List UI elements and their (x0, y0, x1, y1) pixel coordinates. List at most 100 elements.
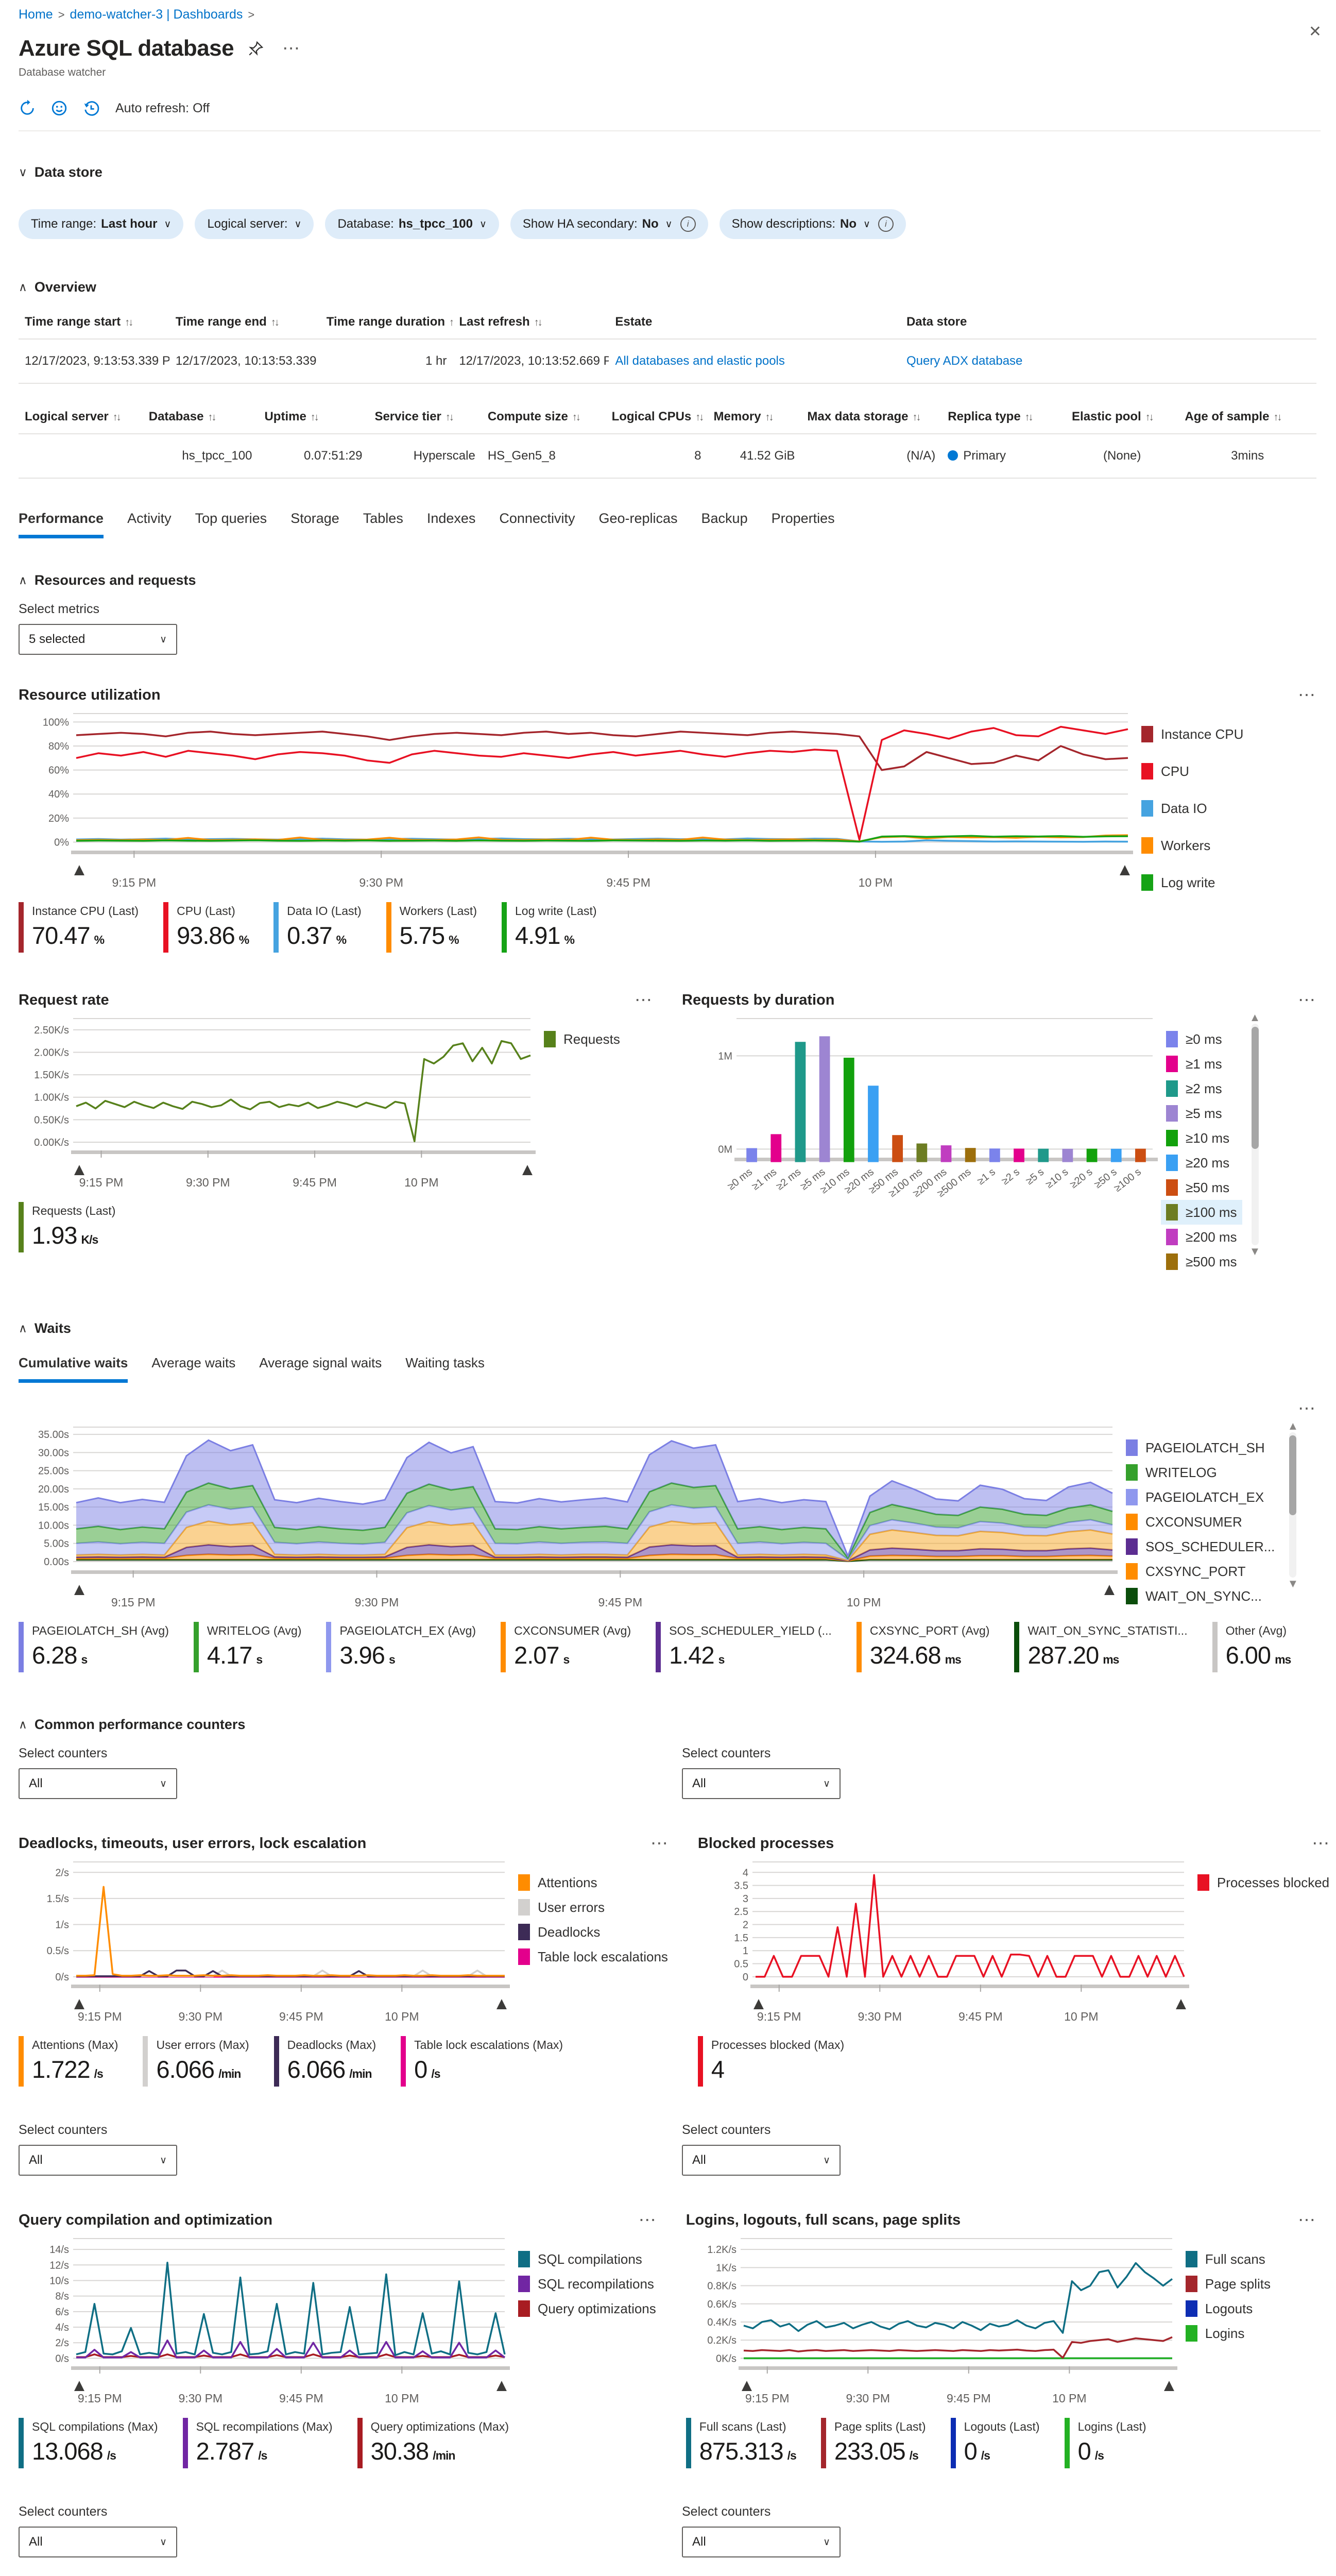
tab-tables[interactable]: Tables (363, 511, 403, 526)
legend-item[interactable]: ≥0 ms (1161, 1027, 1242, 1052)
auto-refresh-clock-icon[interactable] (82, 99, 100, 117)
section-data-store[interactable]: ∨ Data store (19, 164, 102, 180)
column-header[interactable]: Memory ↑↓ (707, 399, 801, 434)
title-more-icon[interactable]: ⋯ (282, 39, 301, 58)
legend-item[interactable]: Workers (1136, 833, 1248, 858)
legend-item[interactable]: ≥2 ms (1161, 1076, 1242, 1101)
select-counters-dropdown[interactable]: All ∨ (682, 2145, 841, 2176)
sort-icon[interactable]: ↑↓ (695, 412, 704, 423)
sort-icon[interactable]: ↑↓ (445, 412, 454, 423)
pin-icon[interactable] (247, 40, 265, 57)
waits-tab-average-waits[interactable]: Average waits (151, 1355, 236, 1370)
scrollbar-thumb[interactable] (1251, 1027, 1259, 1149)
sort-icon[interactable]: ↑↓ (125, 317, 133, 328)
tab-geo-replicas[interactable]: Geo-replicas (598, 511, 678, 526)
column-header[interactable]: Logical server ↑↓ (19, 399, 143, 434)
legend-item[interactable]: WRITELOG (1121, 1460, 1280, 1485)
legend-item[interactable]: ≥500 ms (1161, 1249, 1242, 1273)
section-resources[interactable]: ∧ Resources and requests (19, 572, 196, 588)
scroll-down-icon[interactable]: ▼ (1287, 1577, 1299, 1590)
legend-item[interactable]: Logouts (1180, 2296, 1276, 2321)
legend-item[interactable]: CXSYNC_PORT (1121, 1559, 1280, 1584)
section-common-counters[interactable]: ∧ Common performance counters (19, 1717, 246, 1732)
legend-item[interactable]: CXCONSUMER (1121, 1510, 1280, 1534)
column-header[interactable]: Max data storage ↑↓ (801, 399, 942, 434)
sort-icon[interactable]: ↑↓ (112, 412, 122, 423)
info-icon[interactable]: i (680, 216, 696, 232)
column-header[interactable]: Age of sample ↑↓ (1178, 399, 1316, 434)
column-header[interactable]: Time range duration↑↓ (320, 304, 453, 340)
more-options-icon[interactable]: ⋯ (1298, 990, 1316, 1010)
scroll-up-icon[interactable]: ▲ (1249, 1011, 1261, 1024)
info-icon[interactable]: i (878, 216, 894, 232)
more-options-icon[interactable]: ⋯ (1312, 1834, 1331, 1853)
legend-item[interactable]: Query optimizations (513, 2296, 661, 2321)
tab-storage[interactable]: Storage (290, 511, 339, 526)
table-cell[interactable]: Query ADX database (900, 339, 1316, 384)
legend-item[interactable]: ≥50 ms (1161, 1175, 1242, 1200)
legend-item[interactable]: Log write (1136, 870, 1248, 895)
legend-item[interactable]: Attentions (513, 1870, 673, 1895)
sort-icon[interactable]: ↑↓ (1273, 412, 1282, 423)
feedback-smiley-icon[interactable] (50, 99, 68, 117)
more-options-icon[interactable]: ⋯ (1298, 685, 1316, 705)
scrollbar-thumb[interactable] (1289, 1435, 1297, 1516)
breadcrumb-dashboards-link[interactable]: demo-watcher-3 | Dashboards (70, 7, 243, 22)
waits-tab-average-signal-waits[interactable]: Average signal waits (259, 1355, 382, 1370)
legend-item[interactable]: Processes blocked (1192, 1870, 1334, 1895)
legend-item[interactable]: Logins (1180, 2321, 1276, 2346)
select-counters-dropdown[interactable]: All ∨ (19, 1768, 177, 1799)
sort-icon[interactable]: ↑↓ (270, 317, 280, 328)
column-header[interactable]: Uptime ↑↓ (258, 399, 369, 434)
sort-icon[interactable]: ↑↓ (534, 317, 543, 328)
more-options-icon[interactable]: ⋯ (1298, 1399, 1316, 1418)
tab-indexes[interactable]: Indexes (426, 511, 476, 526)
filter-pill[interactable]: Logical server: ∨ (195, 209, 314, 239)
scroll-up-icon[interactable]: ▲ (1287, 1419, 1299, 1432)
chart-plot[interactable]: 2/s 1.5/s 1/s 0.5/s 0/s 9:15 PM 9:30 PM 9:45 PM… (19, 1855, 513, 2030)
legend-item[interactable]: Requests (539, 1027, 625, 1052)
tab-connectivity[interactable]: Connectivity (499, 511, 575, 526)
legend-item[interactable]: ≥1 ms (1161, 1052, 1242, 1076)
legend-item[interactable]: ≥10 ms (1161, 1126, 1242, 1150)
tab-performance[interactable]: Performance (19, 511, 104, 538)
chart-plot[interactable]: 4 3.532.5 2 1.51 0.5 0 9:15 PM 9:30 PM 9:45 PM 10… (698, 1855, 1192, 2030)
sort-icon[interactable]: ↑↓ (912, 412, 921, 423)
column-header[interactable]: Service tier ↑↓ (368, 399, 482, 434)
legend-scrollbar[interactable]: ▲ ▼ (1287, 1419, 1299, 1590)
select-counters-dropdown[interactable]: All ∨ (682, 1768, 841, 1799)
filter-pill[interactable]: Show descriptions: No ∨ i (719, 209, 906, 239)
waits-tab-waiting-tasks[interactable]: Waiting tasks (405, 1355, 485, 1370)
select-counters-dropdown[interactable]: All ∨ (19, 2527, 177, 2557)
column-header[interactable]: Time range start ↑↓ (19, 304, 169, 340)
legend-item[interactable]: Deadlocks (513, 1920, 673, 1944)
select-counters-dropdown[interactable]: All ∨ (19, 2145, 177, 2176)
more-options-icon[interactable]: ⋯ (1298, 2210, 1316, 2230)
waits-tab-cumulative-waits[interactable]: Cumulative waits (19, 1355, 128, 1383)
filter-pill[interactable]: Time range: Last hour ∨ (19, 209, 184, 239)
breadcrumb-home-link[interactable]: Home (19, 7, 53, 22)
legend-item[interactable]: SQL compilations (513, 2247, 661, 2272)
filter-pill[interactable]: Show HA secondary: No ∨ i (510, 209, 708, 239)
legend-item[interactable]: ≥20 ms (1161, 1150, 1242, 1175)
sort-icon[interactable]: ↑↓ (572, 412, 581, 423)
legend-item[interactable]: User errors (513, 1895, 673, 1920)
legend-item[interactable]: PAGEIOLATCH_SH (1121, 1435, 1280, 1460)
column-header[interactable]: Last refresh ↑↓ (453, 304, 609, 340)
column-header[interactable]: Logical CPUs ↑↓ (605, 399, 708, 434)
more-options-icon[interactable]: ⋯ (650, 1834, 669, 1853)
legend-item[interactable]: Full scans (1180, 2247, 1276, 2272)
section-waits[interactable]: ∧ Waits (19, 1320, 71, 1336)
column-header[interactable]: Elastic pool ↑↓ (1066, 399, 1179, 434)
close-icon[interactable]: ✕ (1308, 23, 1322, 40)
legend-item[interactable]: PAGEIOLATCH_EX (1121, 1485, 1280, 1510)
more-options-icon[interactable]: ⋯ (635, 990, 653, 1010)
legend-scrollbar[interactable]: ▲ ▼ (1249, 1011, 1261, 1258)
legend-item[interactable]: Data IO (1136, 796, 1248, 821)
select-counters-dropdown[interactable]: All ∨ (682, 2527, 841, 2557)
column-header[interactable]: Time range end ↑↓ (169, 304, 320, 340)
legend-item[interactable]: CPU (1136, 759, 1248, 784)
more-options-icon[interactable]: ⋯ (638, 2210, 657, 2230)
legend-item[interactable]: Instance CPU (1136, 722, 1248, 747)
